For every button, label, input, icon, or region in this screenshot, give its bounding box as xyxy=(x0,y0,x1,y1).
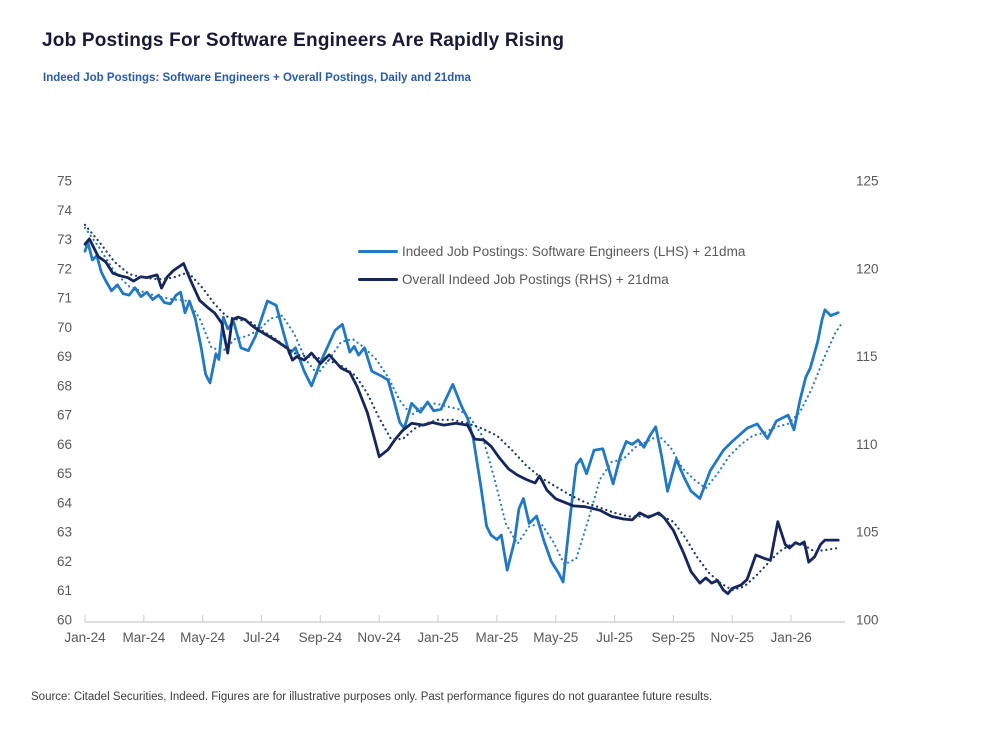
y-left-tick-label: 62 xyxy=(57,554,72,569)
legend-item-overall-postings: Overall Indeed Job Postings (RHS) + 21dm… xyxy=(358,272,745,287)
x-axis-tick-label: Jan-26 xyxy=(770,630,811,645)
y-left-tick-label: 63 xyxy=(57,525,72,540)
x-axis-tick-label: Jul-25 xyxy=(596,630,633,645)
x-axis-tick-label: Mar-25 xyxy=(475,630,518,645)
y-left-tick-label: 75 xyxy=(57,174,72,189)
x-axis-tick-label: Nov-25 xyxy=(710,630,754,645)
y-left-tick-label: 73 xyxy=(57,232,72,247)
y-left-tick-label: 65 xyxy=(57,466,72,481)
x-axis-tick-label: May-25 xyxy=(533,630,578,645)
x-axis-tick-label: Sep-25 xyxy=(652,630,696,645)
series-line-blue-solid xyxy=(83,241,840,584)
y-left-tick-label: 68 xyxy=(57,378,72,393)
x-axis-tick-label: Jan-24 xyxy=(64,630,106,645)
x-axis-tick-label: Jan-25 xyxy=(417,630,458,645)
y-right-tick-label: 115 xyxy=(856,349,878,364)
y-right-tick-label: 125 xyxy=(856,174,879,189)
y-right-tick-label: 100 xyxy=(856,613,879,628)
x-axis-tick-label: May-24 xyxy=(180,630,226,645)
y-left-tick-label: 67 xyxy=(57,408,72,423)
series-line-navy-dotted xyxy=(83,223,840,592)
y-left-tick-label: 70 xyxy=(57,320,72,335)
chart-svg: Jan-24 Mar-24 May-24 Jul-24 Sep-24 Nov-24 Jan-… xyxy=(57,174,879,646)
legend-label: Overall Indeed Job Postings (RHS) + 21dm… xyxy=(402,272,669,287)
y-left-tick-label: 60 xyxy=(57,613,72,628)
legend-item-software-engineers: Indeed Job Postings: Software Engineers … xyxy=(358,244,745,259)
y-left-tick-label: 61 xyxy=(57,583,72,598)
legend-line-swatch-navy xyxy=(358,278,398,281)
series-line-navy-solid xyxy=(83,237,840,596)
y-right-tick-label: 105 xyxy=(856,525,879,540)
source-note: Source: Citadel Securities, Indeed. Figu… xyxy=(31,691,713,703)
y-left-tick-label: 64 xyxy=(57,495,73,510)
legend-label: Indeed Job Postings: Software Engineers … xyxy=(402,244,746,259)
y-left-tick-label: 66 xyxy=(57,437,72,452)
legend-line-swatch-blue xyxy=(358,250,398,253)
x-axis-tick-label: Sep-24 xyxy=(299,630,343,645)
y-left-tick-label: 72 xyxy=(57,261,72,276)
y-right-tick-label: 110 xyxy=(856,437,878,452)
chart-subtitle: Indeed Job Postings: Software Engineers … xyxy=(43,72,471,84)
x-axis-tick-label: Jul-24 xyxy=(243,630,280,645)
chart-legend: Indeed Job Postings: Software Engineers … xyxy=(358,244,745,300)
y-left-tick-label: 69 xyxy=(57,349,72,364)
y-left-tick-label: 74 xyxy=(57,203,73,218)
x-axis-tick-label: Mar-24 xyxy=(122,630,165,645)
y-left-tick-label: 71 xyxy=(57,291,72,306)
y-right-tick-label: 120 xyxy=(856,261,879,276)
chart-title: Job Postings For Software Engineers Are … xyxy=(42,30,565,51)
x-axis-tick-label: Nov-24 xyxy=(357,630,401,645)
